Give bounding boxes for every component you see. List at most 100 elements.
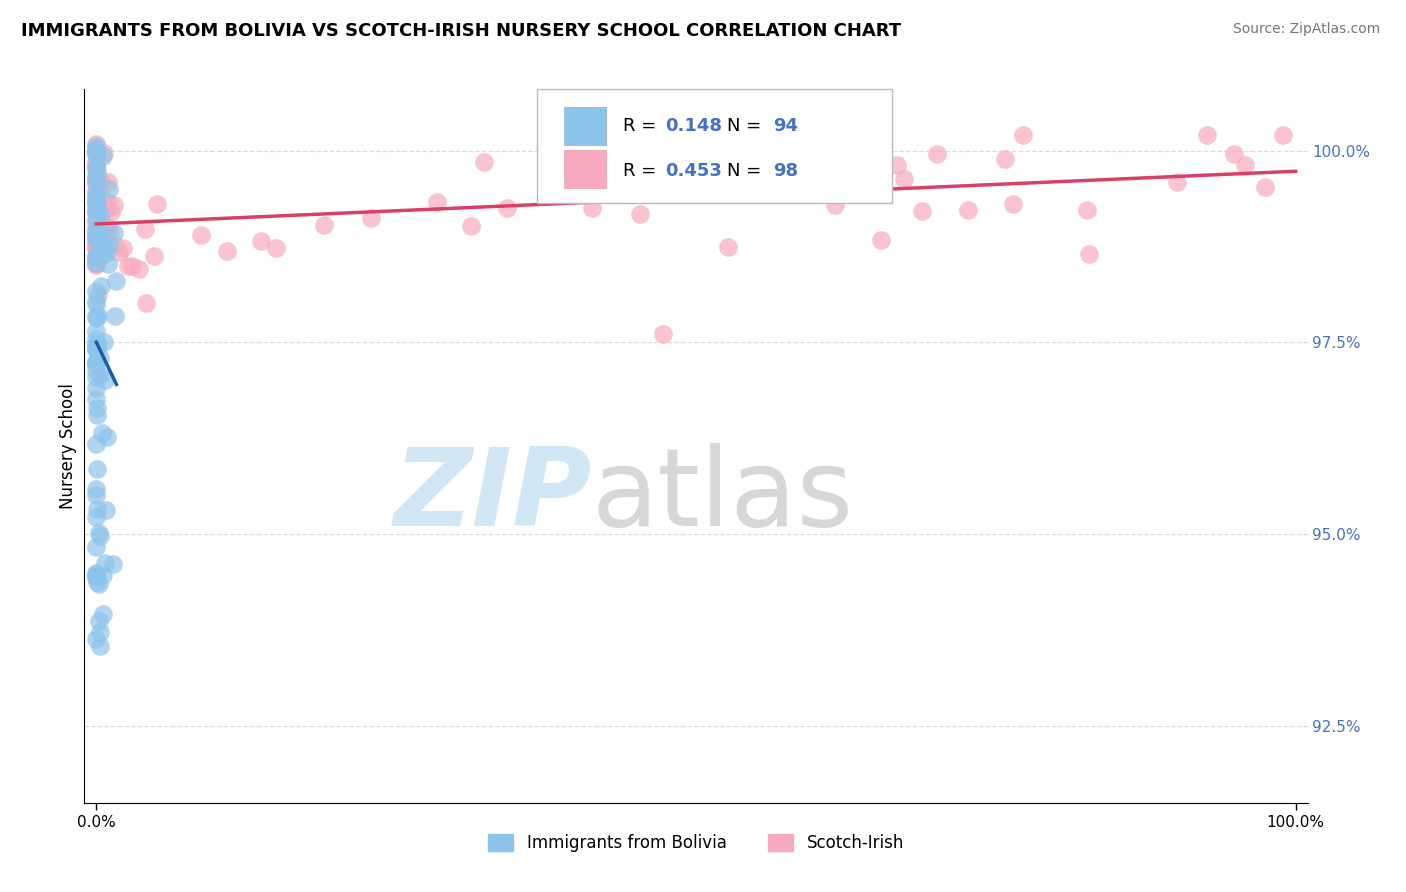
Point	[93, 146, 115, 161]
Point	[886, 158, 908, 172]
Point	[93, 334, 115, 349]
Point	[93, 239, 115, 253]
Point	[86, 502, 108, 516]
Point	[90, 279, 112, 293]
Point	[472, 154, 495, 169]
Point	[86, 487, 108, 501]
Text: N =: N =	[727, 118, 766, 136]
Point	[86, 211, 108, 226]
Point	[652, 327, 675, 342]
Point	[86, 205, 108, 219]
Text: R =: R =	[623, 118, 662, 136]
Point	[87, 287, 110, 301]
Point	[86, 254, 108, 268]
Text: ZIP: ZIP	[394, 443, 592, 549]
Point	[86, 160, 108, 174]
Point	[659, 163, 682, 178]
Point	[86, 342, 108, 356]
Point	[86, 142, 108, 156]
Point	[93, 567, 115, 582]
Point	[103, 227, 125, 241]
Point	[86, 230, 108, 244]
Point	[94, 373, 117, 387]
Point	[86, 355, 108, 369]
Point	[86, 294, 108, 309]
Point	[86, 193, 108, 207]
Text: 98: 98	[773, 162, 799, 180]
Point	[360, 211, 382, 225]
Point	[89, 625, 111, 640]
Point	[86, 224, 108, 238]
Point	[90, 425, 112, 440]
Point	[86, 310, 108, 324]
Point	[86, 339, 108, 353]
Point	[581, 201, 603, 215]
Point	[86, 437, 108, 451]
Point	[86, 364, 108, 378]
Point	[91, 148, 114, 162]
Point	[86, 369, 108, 384]
Point	[460, 219, 482, 234]
Point	[86, 185, 108, 199]
Point	[105, 274, 128, 288]
Point	[90, 227, 112, 241]
Point	[101, 557, 124, 571]
Point	[86, 191, 108, 205]
Point	[86, 332, 108, 346]
Text: 0.148: 0.148	[665, 118, 723, 136]
Text: R =: R =	[623, 162, 662, 180]
Point	[121, 260, 143, 274]
Point	[86, 461, 108, 475]
Point	[215, 244, 238, 258]
Point	[821, 186, 844, 201]
Point	[1076, 203, 1098, 218]
Point	[86, 175, 108, 189]
Point	[86, 251, 108, 265]
Point	[86, 197, 108, 211]
Point	[128, 262, 150, 277]
Point	[96, 194, 118, 209]
Point	[86, 147, 108, 161]
Point	[86, 408, 108, 422]
Point	[86, 567, 108, 582]
Point	[86, 177, 108, 191]
Point	[89, 351, 111, 366]
Point	[86, 255, 108, 269]
Point	[1197, 128, 1219, 143]
Point	[86, 160, 108, 174]
Point	[86, 235, 108, 249]
Point	[86, 541, 108, 555]
Point	[86, 206, 108, 220]
Point	[86, 229, 108, 244]
Point	[87, 614, 110, 628]
Point	[86, 223, 108, 237]
Point	[1223, 147, 1246, 161]
Point	[86, 186, 108, 201]
Point	[89, 210, 111, 224]
Point	[870, 233, 893, 247]
Text: 94: 94	[773, 118, 799, 136]
Point	[90, 237, 112, 252]
Point	[86, 297, 108, 311]
Point	[96, 429, 118, 443]
Point	[94, 503, 117, 517]
Point	[86, 232, 108, 246]
Point	[97, 175, 120, 189]
Point	[264, 241, 287, 255]
Point	[94, 557, 117, 571]
Point	[86, 510, 108, 524]
Point	[100, 205, 122, 219]
Y-axis label: Nursery School: Nursery School	[59, 383, 77, 509]
Point	[112, 241, 135, 255]
Point	[893, 171, 915, 186]
Point	[190, 228, 212, 243]
Point	[87, 230, 110, 244]
Point	[86, 203, 108, 218]
Point	[86, 340, 108, 354]
Point	[97, 257, 120, 271]
Point	[495, 201, 517, 215]
Point	[87, 182, 110, 196]
Point	[862, 128, 884, 143]
Point	[145, 197, 167, 211]
Point	[86, 250, 108, 264]
